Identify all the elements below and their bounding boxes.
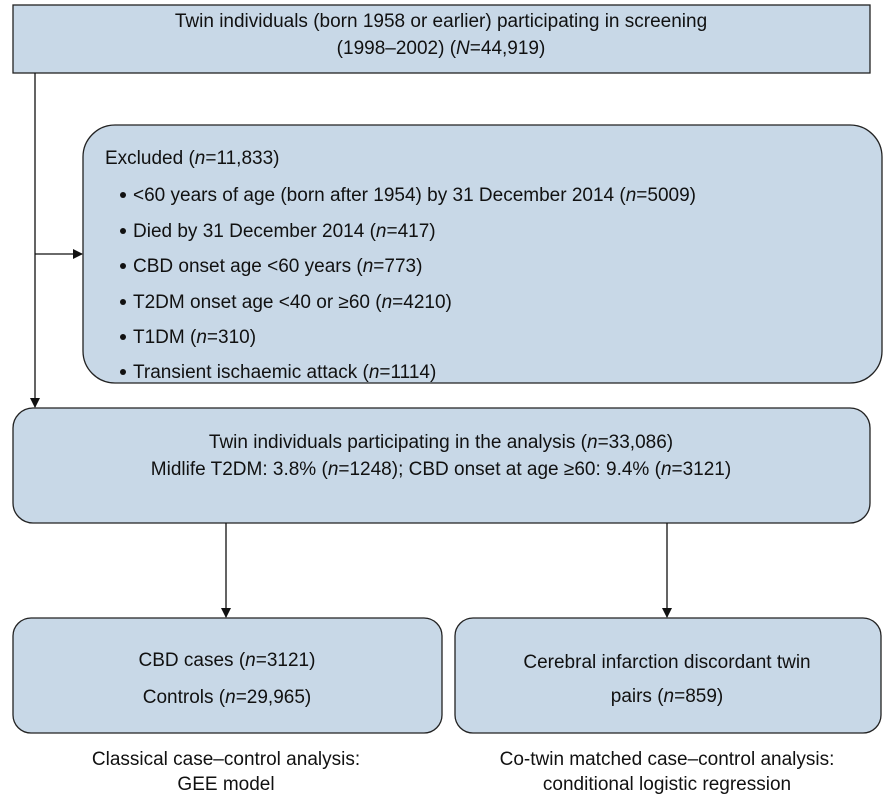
bullet xyxy=(120,228,126,234)
italic-symbol: n xyxy=(363,256,374,277)
text-line: Transient ischaemic attack (n=1114) xyxy=(133,362,436,383)
text-line: pairs (n=859) xyxy=(611,686,724,707)
bullet xyxy=(120,369,126,375)
italic-symbol: n xyxy=(369,362,380,383)
text-segment: =11,833) xyxy=(205,148,279,169)
text-line: (1998–2002) (N=44,919) xyxy=(337,38,546,59)
text-segment: CBD onset age <60 years ( xyxy=(133,256,363,277)
text-line: Excluded (n=11,833) xyxy=(105,148,280,169)
italic-symbol: n xyxy=(626,185,637,206)
text-segment: Cerebral infarction discordant twin xyxy=(523,652,810,673)
text-segment: =33,086) xyxy=(598,432,674,453)
text-segment: =1248); CBD onset at age ≥60: 9.4% ( xyxy=(338,459,661,480)
text-line: Controls (n=29,965) xyxy=(143,687,311,708)
screening-box xyxy=(12,4,871,74)
bullet xyxy=(120,263,126,269)
text-segment: Transient ischaemic attack ( xyxy=(133,362,369,383)
caption-line: Co-twin matched case–control analysis: xyxy=(500,749,835,770)
text-line: Midlife T2DM: 3.8% (n=1248); CBD onset a… xyxy=(151,459,731,480)
text-line: CBD onset age <60 years (n=773) xyxy=(133,256,422,277)
text-line: Cerebral infarction discordant twin xyxy=(523,652,810,673)
cases-box xyxy=(12,617,443,734)
text-line: Died by 31 December 2014 (n=417) xyxy=(133,221,436,242)
text-segment: Excluded ( xyxy=(105,148,195,169)
text-segment: =3121) xyxy=(256,650,316,671)
italic-symbol: n xyxy=(328,459,339,480)
italic-symbol: n xyxy=(382,292,393,313)
caption-line: GEE model xyxy=(177,774,274,795)
italic-symbol: N xyxy=(456,38,470,59)
text-segment: T2DM onset age <40 or ≥60 ( xyxy=(133,292,382,313)
italic-symbol: n xyxy=(664,686,675,707)
italic-symbol: n xyxy=(245,650,256,671)
text-line: T2DM onset age <40 or ≥60 (n=4210) xyxy=(133,292,452,313)
text-segment: Midlife T2DM: 3.8% ( xyxy=(151,459,329,480)
italic-symbol: n xyxy=(661,459,672,480)
pairs-box xyxy=(454,617,882,734)
text-segment: =44,919) xyxy=(470,38,546,59)
italic-symbol: n xyxy=(376,221,387,242)
italic-symbol: n xyxy=(196,327,207,348)
text-segment: pairs ( xyxy=(611,686,664,707)
bullets xyxy=(120,192,126,375)
text-segment: Twin individuals (born 1958 or earlier) … xyxy=(175,11,707,32)
bullet xyxy=(120,334,126,340)
text-line: CBD cases (n=3121) xyxy=(139,650,316,671)
text-segment: =1114) xyxy=(379,362,436,383)
caption-line: conditional logistic regression xyxy=(543,774,791,795)
text-segment: =773) xyxy=(373,256,422,277)
text-segment: (1998–2002) ( xyxy=(337,38,457,59)
text-segment: =859) xyxy=(674,686,723,707)
bullet xyxy=(120,299,126,305)
text-line: Twin individuals participating in the an… xyxy=(209,432,673,453)
text-segment: =417) xyxy=(387,221,436,242)
caption-line: Classical case–control analysis: xyxy=(92,749,360,770)
text-segment: CBD cases ( xyxy=(139,650,246,671)
italic-symbol: n xyxy=(225,687,236,708)
text-line: <60 years of age (born after 1954) by 31… xyxy=(133,185,696,206)
text-segment: =3121) xyxy=(672,459,732,480)
text-segment: =5009) xyxy=(636,185,696,206)
text-segment: Twin individuals participating in the an… xyxy=(209,432,588,453)
text-segment: <60 years of age (born after 1954) by 31… xyxy=(133,185,626,206)
analysis-box xyxy=(12,407,871,524)
text-segment: T1DM ( xyxy=(133,327,197,348)
bullet xyxy=(120,192,126,198)
italic-symbol: n xyxy=(195,148,206,169)
text-line: Twin individuals (born 1958 or earlier) … xyxy=(175,11,707,32)
text-segment: Controls ( xyxy=(143,687,226,708)
text-segment: =310) xyxy=(207,327,256,348)
italic-symbol: n xyxy=(587,432,598,453)
text-segment: =29,965) xyxy=(236,687,312,708)
text-segment: Died by 31 December 2014 ( xyxy=(133,221,377,242)
text-segment: =4210) xyxy=(392,292,452,313)
text-line: T1DM (n=310) xyxy=(133,327,256,348)
excluded-box xyxy=(82,124,883,384)
